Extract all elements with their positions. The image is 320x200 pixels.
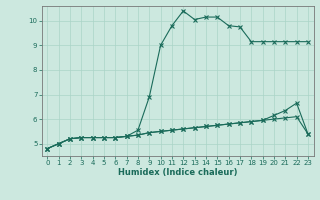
X-axis label: Humidex (Indice chaleur): Humidex (Indice chaleur)	[118, 168, 237, 177]
